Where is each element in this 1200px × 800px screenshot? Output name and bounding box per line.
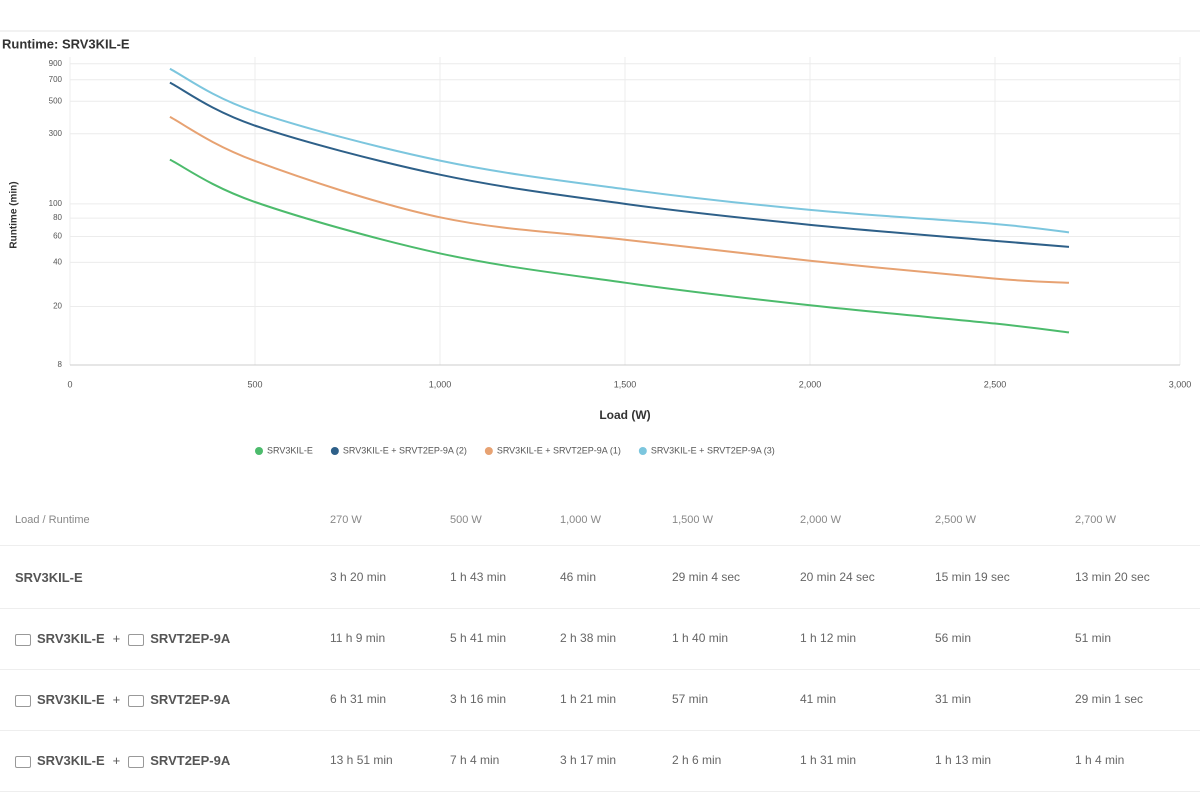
- runtime-cell: 1 h 40 min: [672, 631, 729, 645]
- plus-sign: +: [112, 753, 121, 768]
- runtime-cell: 56 min: [935, 631, 972, 645]
- product-icon: [128, 755, 145, 768]
- header-cell: 270 W: [330, 514, 362, 526]
- runtime-cell: 1 h 21 min: [560, 692, 617, 706]
- header-cell: 2,500 W: [935, 514, 976, 526]
- runtime-cell: 51 min: [1075, 631, 1112, 645]
- runtime-cell: 13 h 51 min: [330, 753, 393, 767]
- y-tick-label: 20: [53, 302, 62, 311]
- y-tick-label: 500: [49, 96, 63, 105]
- legend-label: SRV3KIL-E + SRVT2EP-9A (3): [651, 445, 775, 455]
- runtime-cell: 1 h 43 min: [450, 570, 507, 584]
- header-cell: 2,700 W: [1075, 514, 1116, 526]
- product-name: SRV3KIL-E: [15, 570, 83, 585]
- runtime-cell: 5 h 41 min: [450, 631, 507, 645]
- product-name: SRVT2EP-9A: [150, 631, 231, 646]
- chart: Runtime: SRV3KIL-E Load (W) Runtime (min…: [0, 30, 1200, 455]
- product-icon: [128, 694, 145, 707]
- table-row: SRV3KIL-E + SRVT2EP-9A 6 h 31 min 3 h 16 min…: [0, 669, 1200, 731]
- runtime-cell: 46 min: [560, 570, 597, 584]
- runtime-cell: 1 h 12 min: [800, 631, 857, 645]
- product-name: SRV3KIL-E: [37, 631, 105, 646]
- runtime-cell: 29 min 1 sec: [1075, 692, 1144, 706]
- y-tick-label: 100: [49, 199, 63, 208]
- legend-label: SRV3KIL-E + SRVT2EP-9A (1): [497, 445, 621, 455]
- runtime-cell: 3 h 17 min: [560, 753, 617, 767]
- row-label: SRV3KIL-E + SRVT2EP-9A: [15, 669, 230, 730]
- runtime-cell: 15 min 19 sec: [935, 570, 1010, 584]
- series-line: [169, 81, 1070, 248]
- legend-label: SRV3KIL-E + SRVT2EP-9A (2): [343, 445, 467, 455]
- runtime-cell: 57 min: [672, 692, 709, 706]
- product-icon: [15, 633, 31, 646]
- runtime-cell: 41 min: [800, 692, 837, 706]
- product-name: SRVT2EP-9A: [150, 753, 231, 768]
- header-cell: Load / Runtime: [15, 514, 90, 526]
- product-icon: [128, 633, 145, 646]
- header-cell: 1,500 W: [672, 514, 713, 526]
- x-tick-label: 500: [247, 379, 262, 389]
- product-icon: [15, 755, 31, 768]
- plus-sign: +: [112, 692, 121, 707]
- row-label: SRV3KIL-E + SRVT2EP-9A: [15, 608, 230, 669]
- y-tick-label: 60: [53, 232, 62, 241]
- table-row: SRV3KIL-E 3 h 20 min 1 h 43 min 46 min 29 mi…: [0, 547, 1200, 609]
- series-line: [169, 67, 1070, 234]
- chart-title: Runtime: SRV3KIL-E: [2, 36, 130, 51]
- runtime-cell: 3 h 20 min: [330, 570, 387, 584]
- runtime-cell: 13 min 20 sec: [1075, 570, 1150, 584]
- runtime-cell: 2 h 6 min: [672, 753, 722, 767]
- runtime-cell: 20 min 24 sec: [800, 570, 875, 584]
- runtime-cell: 7 h 4 min: [450, 753, 500, 767]
- runtime-cell: 3 h 16 min: [450, 692, 507, 706]
- row-label: SRV3KIL-E: [15, 547, 83, 608]
- runtime-cell: 1 h 4 min: [1075, 753, 1125, 767]
- x-tick-label: 1,500: [614, 379, 637, 389]
- series-line: [169, 116, 1070, 284]
- x-tick-label: 2,000: [799, 379, 822, 389]
- y-tick-label: 80: [53, 213, 62, 222]
- y-tick-label: 8: [58, 360, 63, 369]
- table-row: SRV3KIL-E + SRVT2EP-9A 11 h 9 min 5 h 41 min…: [0, 608, 1200, 670]
- y-tick-label: 900: [49, 59, 63, 68]
- runtime-cell: 29 min 4 sec: [672, 570, 741, 584]
- y-axis-label: Runtime (min): [9, 181, 20, 248]
- series-line: [169, 158, 1070, 334]
- runtime-cell: 1 h 31 min: [800, 753, 857, 767]
- legend-marker: [638, 447, 647, 455]
- row-label: SRV3KIL-E + SRVT2EP-9A: [15, 730, 230, 791]
- legend: SRV3KIL-E SRV3KIL-E + SRVT2EP-9A (2) SRV3K…: [255, 445, 775, 455]
- x-axis-label: Load (W): [599, 408, 650, 422]
- header-cell: 2,000 W: [800, 514, 841, 526]
- product-name: SRV3KIL-E: [37, 692, 105, 707]
- header-cell: 1,000 W: [560, 514, 601, 526]
- runtime-cell: 2 h 38 min: [560, 631, 617, 645]
- legend-marker: [255, 447, 263, 455]
- product-name: SRV3KIL-E: [37, 753, 105, 768]
- y-tick-label: 700: [49, 75, 63, 84]
- y-tick-label: 300: [49, 129, 63, 138]
- table-header: Load / Runtime 270 W 500 W 1,000 W 1,500 W 2,…: [0, 495, 1200, 546]
- legend-marker: [330, 447, 339, 455]
- legend-label: SRV3KIL-E: [267, 445, 313, 455]
- runtime-cell: 31 min: [935, 692, 972, 706]
- runtime-cell: 1 h 13 min: [935, 753, 992, 767]
- product-icon: [15, 694, 31, 707]
- header-cell: 500 W: [450, 514, 482, 526]
- product-name: SRVT2EP-9A: [150, 692, 231, 707]
- legend-marker: [484, 447, 493, 455]
- runtime-cell: 6 h 31 min: [330, 692, 387, 706]
- x-tick-label: 3,000: [1169, 379, 1192, 389]
- table-row: SRV3KIL-E + SRVT2EP-9A 13 h 51 min 7 h 4 min…: [0, 730, 1200, 792]
- x-tick-label: 0: [67, 379, 72, 389]
- runtime-cell: 11 h 9 min: [330, 631, 386, 645]
- x-tick-label: 2,500: [984, 379, 1007, 389]
- x-tick-label: 1,000: [429, 379, 452, 389]
- plus-sign: +: [112, 631, 121, 646]
- y-tick-label: 40: [53, 257, 62, 266]
